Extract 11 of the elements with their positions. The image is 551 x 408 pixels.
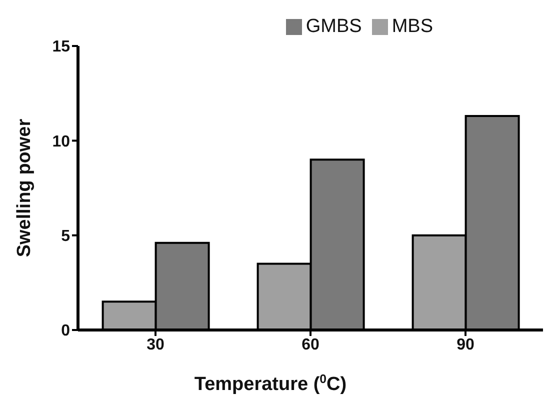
y-tick-label: 0 <box>61 322 70 340</box>
legend-label: GMBS <box>306 16 362 37</box>
x-axis-title: Temperature ($^{0}$C) <box>194 372 347 395</box>
y-axis-title: Swelling power <box>14 118 35 258</box>
y-tick-label: 10 <box>52 133 70 150</box>
x-tick-label: 30 <box>146 336 164 354</box>
y-tick-label: 15 <box>52 38 70 56</box>
x-tick-label: 90 <box>456 336 474 354</box>
y-tick-label: 5 <box>61 228 70 246</box>
x-tick-label: 60 <box>302 336 320 354</box>
legend-label: MBS <box>392 16 433 37</box>
